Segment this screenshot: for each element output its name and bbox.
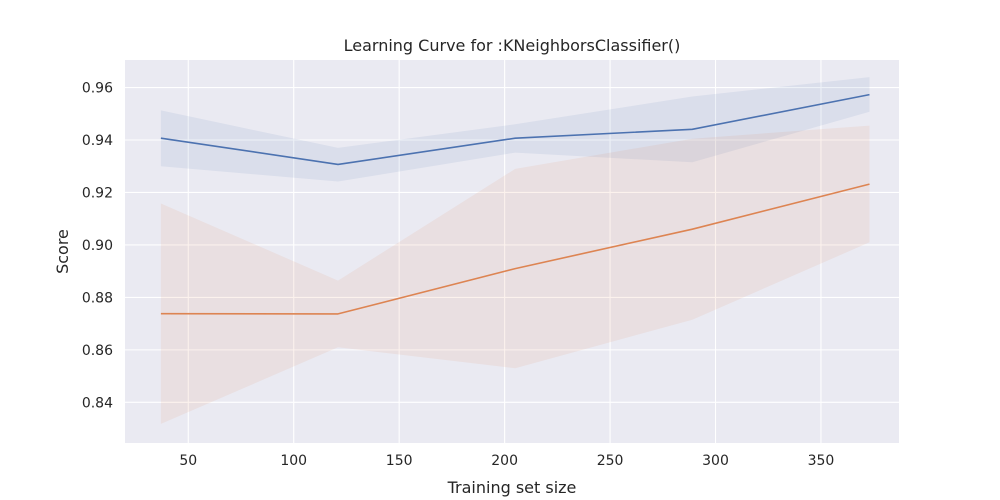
y-tick-labels: 0.84 0.86 0.88 0.90 0.92 0.94 0.96 [82, 81, 113, 412]
y-tick-label: 0.92 [82, 185, 113, 201]
y-tick-label: 0.84 [82, 395, 113, 411]
series-lines [160, 93, 870, 315]
x-tick-label: 350 [808, 453, 835, 469]
series-2-band [160, 125, 870, 424]
series-2-line [160, 183, 870, 315]
x-tick-label: 150 [386, 453, 413, 469]
y-tick-label: 0.86 [82, 343, 113, 359]
x-tick-label: 300 [702, 453, 729, 469]
series-1-line [160, 93, 870, 166]
x-tick-label: 100 [280, 453, 307, 469]
x-tick-label: 250 [597, 453, 624, 469]
y-tick-label: 0.96 [82, 81, 113, 97]
y-tick-label: 0.90 [82, 238, 113, 254]
series-1-band [160, 77, 870, 182]
confidence-bands [160, 77, 870, 424]
grid [125, 60, 899, 443]
x-tick-label: 50 [179, 453, 197, 469]
chart-title: Learning Curve for :KNeighborsClassifier… [344, 36, 681, 55]
x-tick-labels: 50 100 150 200 250 300 350 [179, 453, 834, 469]
y-axis-label: Score [53, 229, 72, 274]
y-tick-label: 0.88 [82, 290, 113, 306]
y-tick-label: 0.94 [82, 133, 113, 149]
x-axis-label: Training set size [447, 478, 577, 497]
plot-area [125, 60, 899, 443]
x-tick-label: 200 [491, 453, 518, 469]
